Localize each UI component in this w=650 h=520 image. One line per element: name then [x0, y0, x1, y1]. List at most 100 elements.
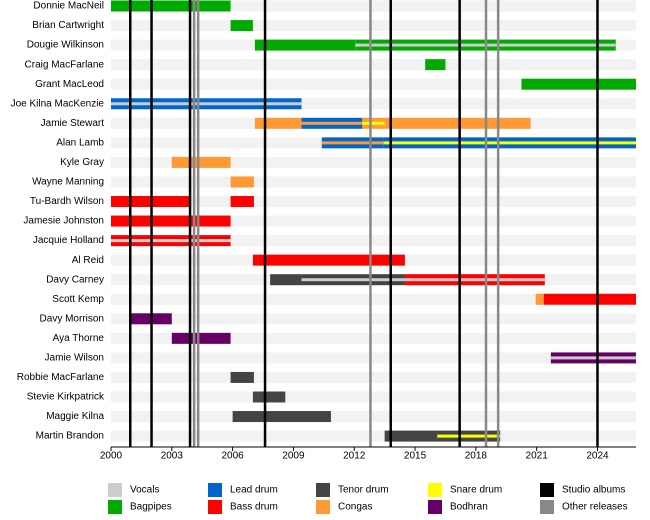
legend-label: Studio albums: [562, 485, 625, 496]
member-label: Dougie Wilkinson: [27, 40, 104, 51]
tenure-bar: [230, 176, 254, 188]
x-tick-label: 2015: [404, 451, 427, 462]
member-label: Grant MacLeod: [35, 79, 104, 90]
legend-swatch: [108, 483, 122, 497]
legend-swatch: [540, 483, 554, 497]
tenure-bar: [232, 411, 331, 423]
member-label: Al Reid: [72, 255, 104, 266]
overlay-stripe: [550, 356, 636, 360]
overlay-stripe: [321, 141, 384, 145]
row-band: [111, 215, 636, 227]
member-label: Tu-Bardh Wilson: [30, 196, 104, 207]
x-tick-label: 2012: [343, 451, 366, 462]
legend-swatch: [428, 483, 442, 497]
legend-label: Vocals: [130, 485, 159, 496]
member-label: Jamesie Johnston: [23, 216, 104, 227]
member-label: Alan Lamb: [56, 137, 104, 148]
row-band: [111, 20, 636, 32]
overlay-stripe: [111, 239, 231, 243]
tenure-bar: [230, 196, 254, 207]
legend-label: Other releases: [562, 502, 628, 513]
member-label: Davy Morrison: [40, 313, 104, 324]
x-tick-label: 2018: [465, 451, 488, 462]
row-band: [111, 196, 636, 207]
row-band: [111, 352, 636, 364]
legend-swatch: [208, 500, 222, 514]
overlay-stripe: [383, 141, 636, 145]
tenure-bar: [425, 59, 446, 71]
member-label: Jacquie Holland: [33, 235, 104, 246]
row-band: [111, 371, 636, 383]
row-band: [111, 78, 636, 90]
member-label: Craig MacFarlane: [25, 59, 105, 70]
overlay-stripe: [301, 121, 363, 125]
row-band: [111, 430, 636, 442]
row-band: [111, 411, 636, 423]
member-label: Brian Cartwright: [32, 20, 104, 31]
row-band: [111, 391, 636, 403]
legend-swatch: [316, 483, 330, 497]
member-label: Wayne Manning: [32, 177, 104, 188]
member-label: Martin Brandon: [36, 431, 104, 442]
overlay-stripe: [301, 278, 405, 282]
tenure-bar: [254, 117, 302, 129]
member-label: Joe Kilna MacKenzie: [11, 98, 105, 109]
overlay-stripe: [111, 102, 302, 106]
tenure-bar: [543, 293, 636, 305]
member-label: Scott Kemp: [52, 294, 104, 305]
member-label: Robbie MacFarlane: [17, 372, 105, 383]
row-band: [111, 293, 636, 305]
member-label: Kyle Gray: [60, 157, 104, 168]
overlay-stripe: [362, 121, 385, 125]
x-tick-label: 2003: [161, 451, 184, 462]
legend-swatch: [108, 500, 122, 514]
row-band: [111, 332, 636, 344]
row-band: [111, 59, 636, 71]
row-band: [111, 98, 636, 110]
overlay-stripe: [437, 434, 501, 438]
member-label: Jamie Wilson: [45, 353, 104, 364]
legend-label: Snare drum: [450, 485, 502, 496]
tenure-bar: [521, 78, 636, 90]
tenure-bar: [171, 332, 231, 344]
member-label: Jamie Stewart: [41, 118, 105, 129]
tenure-bar: [171, 156, 231, 168]
member-label: Stevie Kirkpatrick: [27, 392, 105, 403]
tenure-bar: [535, 293, 544, 305]
legend-label: Congas: [338, 502, 372, 513]
row-band: [111, 313, 636, 325]
member-label: Davy Carney: [46, 274, 104, 285]
row-band: [111, 176, 636, 188]
member-label: Maggie Kilna: [46, 411, 104, 422]
row-band: [111, 156, 636, 168]
legend-swatch: [208, 483, 222, 497]
x-tick-label: 2000: [100, 451, 123, 462]
member-label: Donnie MacNeil: [33, 1, 104, 12]
x-tick-label: 2021: [526, 451, 549, 462]
legend-label: Lead drum: [230, 485, 278, 496]
tenure-bar: [230, 371, 254, 383]
tenure-bar: [254, 39, 356, 51]
x-tick-label: 2006: [221, 451, 244, 462]
tenure-bar: [230, 20, 253, 32]
tenure-bar: [252, 391, 286, 403]
legend-label: Bagpipes: [130, 502, 172, 513]
member-label: Aya Thorne: [53, 333, 105, 344]
tenure-bar: [111, 215, 231, 227]
tenure-bar: [111, 0, 231, 12]
legend-label: Tenor drum: [338, 485, 389, 496]
tenure-bar: [270, 274, 302, 286]
legend-swatch: [316, 500, 330, 514]
tenure-bar: [252, 254, 405, 266]
legend-label: Bass drum: [230, 502, 278, 513]
tenure-bar: [384, 117, 531, 129]
x-tick-label: 2009: [282, 451, 305, 462]
row-band: [111, 0, 636, 12]
row-band: [111, 235, 636, 247]
legend-swatch: [428, 500, 442, 514]
legend-swatch: [540, 500, 554, 514]
tenure-bar: [384, 430, 438, 442]
x-tick-label: 2024: [586, 451, 609, 462]
overlay-stripe: [404, 278, 545, 282]
